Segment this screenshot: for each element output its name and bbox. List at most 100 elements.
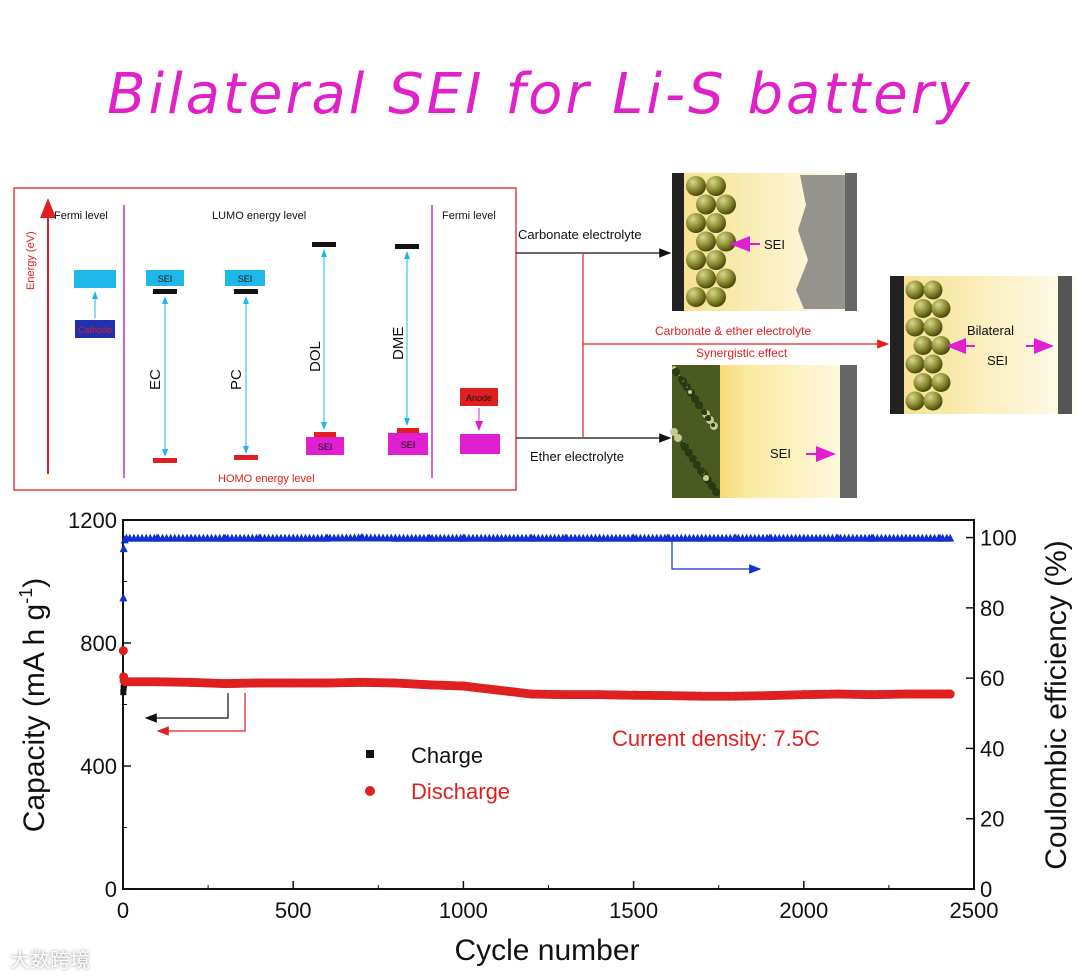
legend-discharge-marker	[365, 786, 375, 796]
cathode-label: Cathode	[78, 325, 112, 335]
lumo-label: LUMO energy level	[212, 210, 306, 222]
sulfur-particle	[905, 391, 925, 411]
cathode-block	[75, 320, 115, 338]
y2-tick-label: 100	[980, 526, 1017, 551]
solvent-dme: DME	[390, 327, 407, 360]
lithium-deposit	[693, 461, 701, 469]
anode-sei-block	[460, 434, 500, 454]
y2-tick-label: 60	[980, 666, 1004, 691]
ether-sei-label: SEI	[770, 446, 791, 461]
x-tick-label: 2000	[779, 898, 828, 923]
legend-discharge-label: Discharge	[411, 779, 510, 804]
pc-lumo-bar	[234, 289, 258, 294]
lithium-deposit	[682, 382, 688, 388]
sulfur-particle	[706, 250, 726, 270]
sulfur-particle	[706, 213, 726, 233]
sulfur-particle	[913, 299, 933, 318]
solvent-dol: DOL	[307, 341, 324, 372]
discharge-fill-point	[944, 689, 954, 699]
legend-charge-label: Charge	[411, 743, 483, 768]
y2-tick-label: 80	[980, 596, 1004, 621]
sulfur-particle	[716, 268, 736, 289]
lithium-deposit	[670, 428, 678, 436]
sulfur-particle	[923, 391, 943, 411]
ec-sei-label: SEI	[158, 274, 173, 284]
y2-axis-label: Coulombic efficiency (%)	[1040, 540, 1073, 870]
dol-sei-block	[306, 437, 344, 455]
efficiency-point	[119, 544, 128, 553]
y2-tick-label: 0	[980, 877, 992, 902]
x-tick-label: 0	[117, 898, 129, 923]
y-tick-label: 0	[105, 877, 117, 902]
sulfur-particle	[716, 194, 736, 215]
anode-label: Anode	[466, 393, 492, 403]
combo-label-2: Synergistic effect	[696, 346, 788, 360]
pc-sei-block	[225, 270, 265, 286]
legend-charge-marker	[366, 750, 374, 758]
sulfur-particle	[931, 373, 951, 392]
lithium-deposit	[695, 401, 703, 409]
ec-lumo-bar	[153, 289, 177, 294]
lithium-deposit	[711, 423, 715, 427]
y-tick-label: 400	[80, 754, 117, 779]
ether-cell: SEI	[670, 365, 857, 498]
carbonate-electrolyte-label: Carbonate electrolyte	[518, 227, 642, 242]
lithium-deposit	[688, 390, 692, 394]
y-axis-label: Capacity (mA h g-1)	[16, 578, 51, 832]
sulfur-particle	[696, 268, 716, 289]
lithium-deposit	[701, 409, 707, 415]
sulfur-particle	[696, 194, 716, 215]
carbonate-sei-label: SEI	[764, 237, 785, 252]
sulfur-particle	[696, 231, 716, 252]
anode-block	[460, 388, 498, 406]
sulfur-particle	[686, 250, 706, 270]
lithium-deposit	[672, 368, 680, 376]
charge-axis-arrow	[144, 693, 229, 723]
efficiency-fill-point	[942, 533, 951, 542]
carbonate-cell: SEI	[672, 173, 857, 311]
plot-frame	[122, 519, 975, 890]
efficiency-axis-arrow	[671, 540, 762, 574]
y-tick-label: 800	[80, 631, 117, 656]
lithium-deposit	[691, 395, 699, 403]
pc-homo-bar	[234, 455, 258, 460]
ec-homo-bar	[153, 458, 177, 463]
ether-electrolyte-label: Ether electrolyte	[530, 449, 624, 464]
sulfur-particle	[686, 213, 706, 233]
dol-lumo-bar	[312, 242, 336, 247]
y2-tick-label: 20	[980, 807, 1004, 832]
lithium-deposit	[674, 434, 682, 442]
x-tick-label: 500	[275, 898, 312, 923]
dme-lumo-bar	[395, 244, 419, 249]
charge-point	[120, 689, 127, 696]
sulfur-particle	[923, 317, 943, 337]
dme-homo-bar	[397, 428, 419, 433]
dme-sei-label: SEI	[401, 440, 416, 450]
sulfur-particle	[923, 280, 943, 300]
solvent-pc: PC	[228, 369, 245, 390]
lithium-deposit	[713, 489, 717, 493]
lithium-deposit	[709, 483, 713, 487]
dol-homo-bar	[314, 432, 336, 437]
bilateral-label-2: SEI	[987, 353, 1008, 368]
combo-label-1: Carbonate & ether electrolyte	[655, 324, 811, 338]
sulfur-particle	[686, 176, 706, 196]
sulfur-particle	[931, 299, 951, 318]
dol-sei-label: SEI	[318, 442, 333, 452]
sulfur-particle	[706, 287, 726, 307]
lithium-deposit	[686, 450, 690, 454]
x-tick-label: 1000	[439, 898, 488, 923]
charge-point	[120, 684, 127, 691]
sulfur-particle	[905, 317, 925, 337]
discharge-axis-arrow	[156, 693, 246, 736]
x-tick-label: 2500	[950, 898, 999, 923]
lithium-deposit	[690, 456, 694, 460]
solvent-ec: EC	[147, 369, 164, 390]
y2-tick-label: 40	[980, 736, 1004, 761]
pc-sei-label: SEI	[238, 274, 253, 284]
fermi-level-left: Fermi level	[54, 210, 108, 222]
x-axis-label: Cycle number	[454, 934, 639, 967]
lithium-deposit	[703, 475, 709, 481]
sulfur-particle	[686, 287, 706, 307]
